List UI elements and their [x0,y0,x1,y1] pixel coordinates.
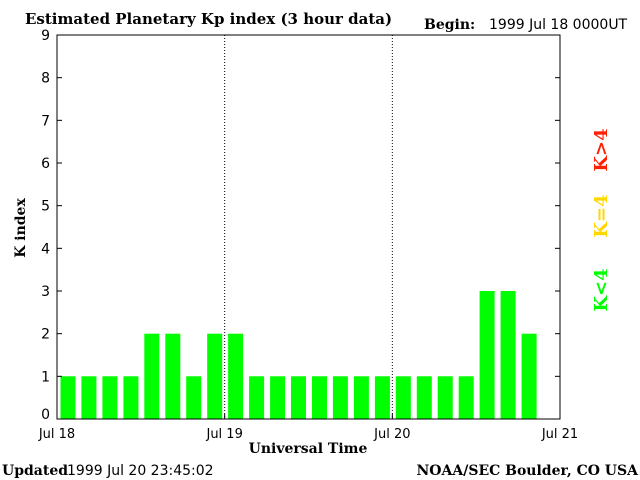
legend: K<4 K=4 K>4 [591,128,612,311]
kp-bar [165,333,181,419]
kp-bar [270,376,286,419]
x-tick-label: Jul 19 [205,427,242,442]
kp-bar [500,291,516,419]
legend-item: K<4 [591,268,612,311]
chart-title: Estimated Planetary Kp index (3 hour dat… [25,10,392,28]
kp-bar [186,376,202,419]
kp-bar [521,333,537,419]
y-tick-label: 1 [41,369,50,385]
updated-label: Updated [2,463,68,479]
y-tick-label: 6 [41,156,50,172]
kp-bar [332,376,348,419]
legend-item: K>4 [591,128,612,171]
kp-bar [228,333,244,419]
y-tick-label: 4 [41,241,50,257]
begin-value: 1999 Jul 18 0000UT [489,17,628,33]
y-axis-label: K index [13,198,29,258]
kp-bar [144,333,160,419]
kp-bar [249,376,265,419]
kp-bar [207,333,223,419]
kp-bar [291,376,306,419]
kp-bar [437,376,453,419]
kp-bar [312,376,327,419]
kp-bar [458,376,474,419]
kp-bar [353,376,369,419]
y-tick-label: 2 [41,327,50,343]
kp-bar [374,376,390,419]
x-tick-label: Jul 20 [373,427,410,442]
plot-frame [56,34,561,420]
kp-bar [81,376,97,419]
credit-text: NOAA/SEC Boulder, CO USA [417,463,640,479]
x-axis-label: Universal Time [249,441,368,457]
kp-bar [416,376,432,419]
begin-label: Begin: [424,17,475,33]
updated-value: 1999 Jul 20 23:45:02 [67,463,214,479]
kp-bar [395,376,411,419]
y-tick-label: 7 [41,113,50,129]
y-tick-label: 0 [41,407,50,423]
x-tick-label: Jul 21 [541,427,578,442]
x-tick-label: Jul 18 [38,427,75,442]
kp-bar [479,291,495,419]
y-tick-label: 8 [41,71,50,87]
y-tick-label: 5 [41,199,50,215]
y-tick-label: 9 [41,28,50,44]
legend-item: K=4 [591,194,612,237]
kp-bar [102,376,118,419]
plot-area: 0 1 2 3 4 5 6 7 8 9 Jul 18 Jul 19 Jul 20 Jul 21 [38,28,578,442]
y-tick-label: 3 [41,284,50,300]
kp-bar [123,376,139,419]
kp-bar [60,376,76,419]
